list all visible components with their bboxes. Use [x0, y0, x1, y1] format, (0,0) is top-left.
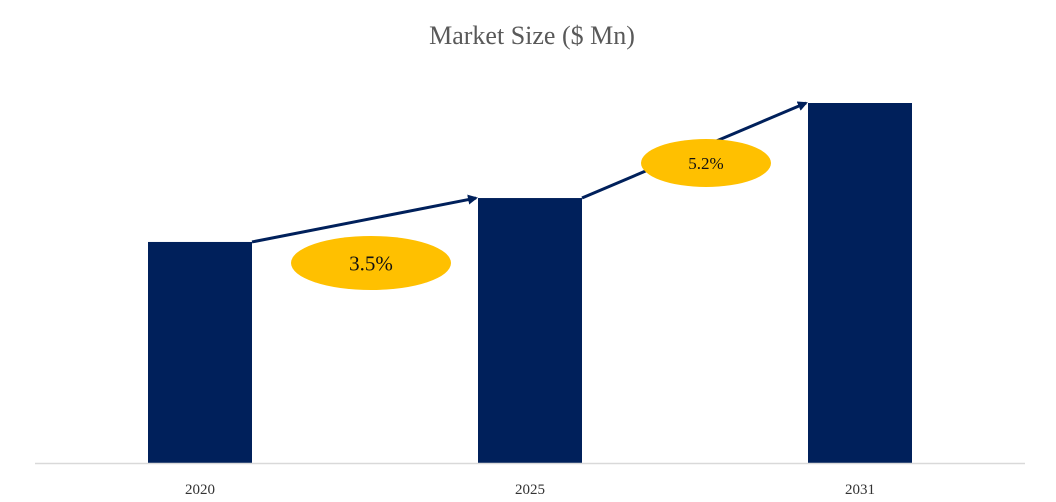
- x-tick-label: 2031: [845, 482, 875, 498]
- cagr-badge: [291, 236, 451, 290]
- x-tick-label: 2025: [515, 482, 545, 498]
- growth-arrow: [251, 194, 478, 244]
- cagr-label: 3.5%: [349, 251, 393, 275]
- bar-2031: [808, 103, 912, 463]
- cagr-label: 5.2%: [688, 154, 723, 173]
- x-tick-label: 2020: [185, 482, 215, 498]
- bar-2025: [478, 198, 582, 464]
- bar-2020: [148, 241, 252, 463]
- cagr-badge: [641, 139, 771, 187]
- chart-title: Market Size ($ Mn): [429, 21, 635, 50]
